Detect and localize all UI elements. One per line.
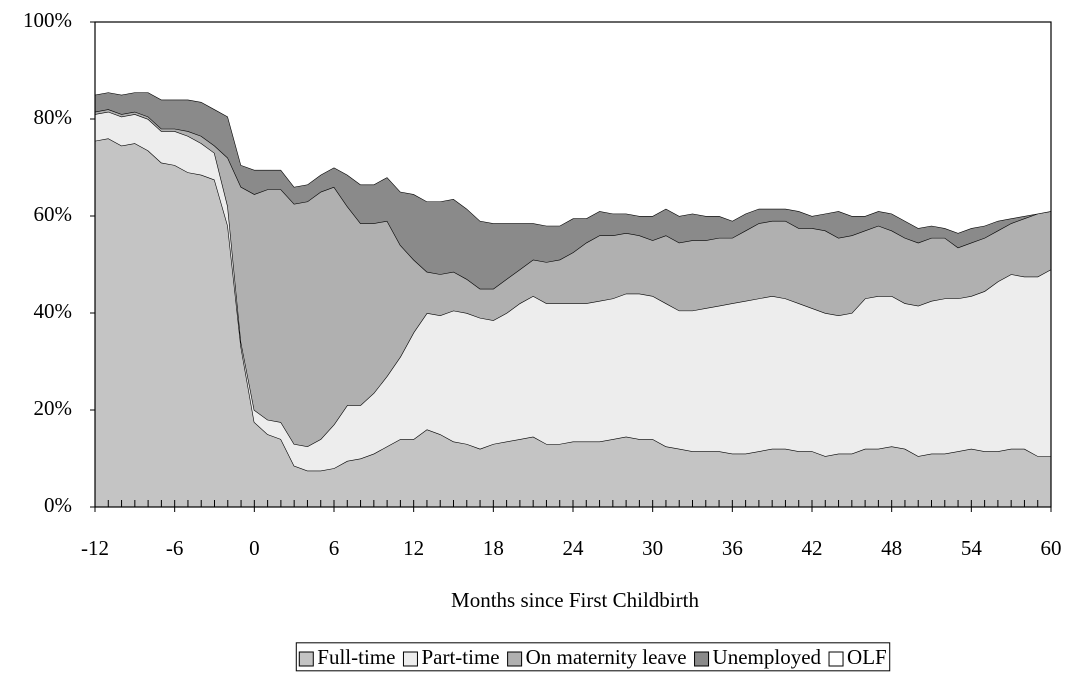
x-tick-label: 36 [722, 536, 743, 560]
legend-label: OLF [847, 645, 887, 669]
legend-item: Unemployed [694, 645, 822, 669]
area [95, 92, 1051, 289]
x-tick-label: 48 [881, 536, 902, 560]
plot-areas [94, 22, 1052, 507]
y-tick-label: 60% [34, 202, 73, 226]
x-tick-label: 24 [563, 536, 585, 560]
x-tick-label: 30 [642, 536, 663, 560]
y-tick-label: 40% [34, 299, 73, 323]
y-tick-label: 0% [44, 493, 72, 517]
legend-swatch [694, 651, 710, 667]
x-tick-label: 0 [249, 536, 260, 560]
legend-swatch [298, 651, 314, 667]
legend-swatch [402, 651, 418, 667]
legend-label: Unemployed [713, 645, 822, 669]
area [95, 138, 1051, 507]
legend-label: Full-time [317, 645, 395, 669]
legend-item: On maternity leave [507, 645, 687, 669]
y-tick-label: 100% [23, 8, 72, 32]
x-tick-label: -12 [81, 536, 109, 560]
legend: Full-time Part-time On maternity leave Unem… [295, 642, 891, 672]
x-tick-label: 6 [329, 536, 340, 560]
legend-swatch [828, 651, 844, 667]
x-tick-label: 12 [403, 536, 424, 560]
y-tick-label: 80% [34, 105, 73, 129]
legend-item: Full-time [298, 645, 395, 669]
area [95, 22, 1051, 233]
x-tick-label: -6 [166, 536, 184, 560]
x-tick-label: 18 [483, 536, 504, 560]
x-tick-label: 54 [961, 536, 983, 560]
legend-label: Part-time [421, 645, 499, 669]
x-tick-label: 42 [802, 536, 823, 560]
x-tick-label: 60 [1041, 536, 1062, 560]
legend-swatch [507, 651, 523, 667]
x-axis-title: Months since First Childbirth [451, 588, 699, 612]
legend-label: On maternity leave [526, 645, 687, 669]
y-tick-label: 20% [34, 396, 73, 420]
area [95, 109, 1051, 447]
area [95, 111, 1051, 471]
legend-frame [295, 642, 891, 672]
legend-item: Part-time [402, 645, 500, 669]
legend-item: OLF [828, 645, 887, 669]
